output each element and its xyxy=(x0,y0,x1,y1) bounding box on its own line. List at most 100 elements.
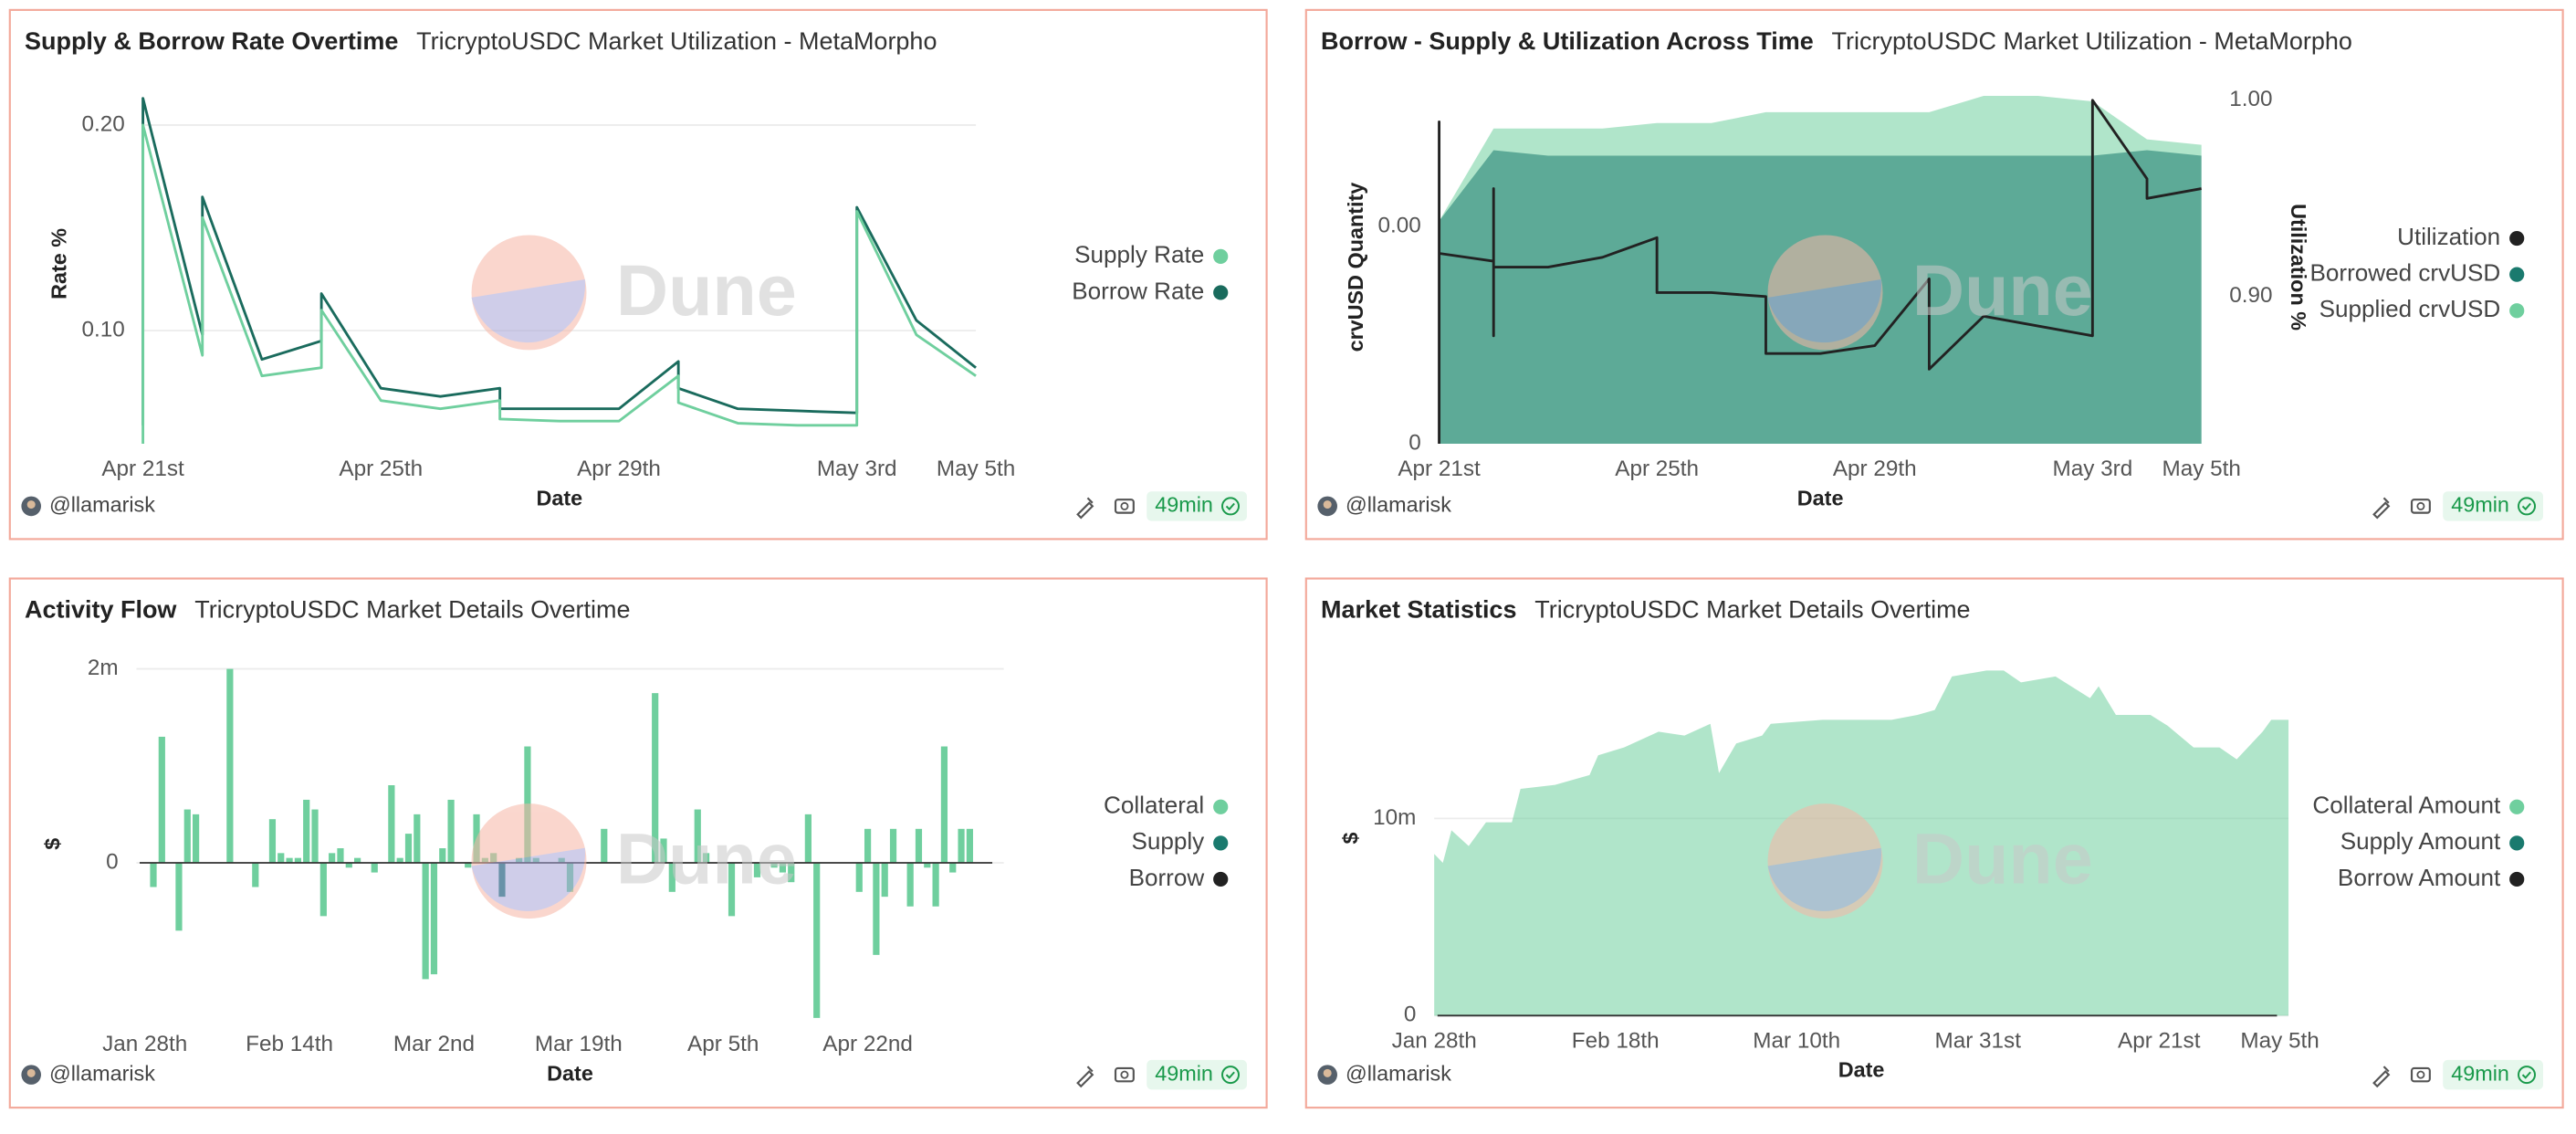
panel-frame xyxy=(8,577,1268,1109)
bar xyxy=(788,862,795,883)
bar xyxy=(958,828,965,863)
x-tick-label: Feb 18th xyxy=(1572,1029,1660,1054)
refresh-check-tick xyxy=(1225,1071,1235,1079)
y-tick-label: 0 xyxy=(106,849,119,874)
x-tick-label: Apr 21st xyxy=(101,457,184,481)
edit-icon xyxy=(2372,1066,2391,1088)
chart-subtitle: TricryptoUSDC Market Utilization - MetaM… xyxy=(416,27,937,55)
legend-label: Collateral Amount xyxy=(2312,792,2501,819)
author-name: @llamarisk xyxy=(49,1061,155,1085)
watermark-logo-slice xyxy=(471,279,586,343)
chart-panel: Supply & Borrow Rate Overtime TricryptoUS… xyxy=(8,8,1268,541)
refresh-check-tick xyxy=(1225,502,1235,511)
legend-label: Utilization xyxy=(2397,223,2500,250)
x-tick-label: Apr 25th xyxy=(1615,457,1699,481)
bar xyxy=(354,857,361,863)
edit-icon xyxy=(2372,497,2391,520)
bar xyxy=(966,828,973,863)
bar xyxy=(414,814,421,863)
legend-swatch xyxy=(1213,285,1229,300)
refresh-age: 49min xyxy=(1155,1061,1213,1085)
x-tick-label: Mar 10th xyxy=(1753,1029,1840,1054)
screenshot-icon-lens xyxy=(2416,501,2425,510)
chart-title: Borrow - Supply & Utilization Across Tim… xyxy=(1321,27,1814,55)
series-line xyxy=(141,123,977,445)
watermark: Dune xyxy=(1767,235,2093,351)
x-tick-label: May 3rd xyxy=(2053,457,2133,481)
refresh-age: 49min xyxy=(1155,493,1213,517)
bar xyxy=(311,809,319,863)
refresh-check xyxy=(1221,1066,1240,1085)
bar xyxy=(277,853,285,863)
watermark-logo-slice xyxy=(1767,279,1882,343)
bar xyxy=(753,862,761,877)
bar xyxy=(652,693,659,863)
refresh-check-tick xyxy=(2521,502,2531,511)
legend-swatch xyxy=(2509,267,2525,282)
bar xyxy=(949,862,957,873)
edit-icon xyxy=(1076,1066,1094,1088)
bar xyxy=(404,834,413,863)
bar xyxy=(388,785,395,863)
chart-panel: Market Statistics TricryptoUSDC Market De… xyxy=(1304,577,2564,1109)
screenshot-icon xyxy=(2410,499,2431,514)
refresh-check xyxy=(2518,497,2536,516)
bar xyxy=(150,862,157,887)
bar xyxy=(855,862,863,892)
bar xyxy=(804,814,812,863)
author-name: @llamarisk xyxy=(1346,1061,1451,1085)
chart-subtitle: TricryptoUSDC Market Utilization - MetaM… xyxy=(1832,27,2352,55)
watermark: Dune xyxy=(1767,803,2093,919)
edit-icon xyxy=(1076,497,1094,520)
refresh-check xyxy=(2518,1066,2536,1085)
screenshot-icon-lens xyxy=(2416,1070,2425,1079)
bar xyxy=(252,862,259,887)
legend-label: Supply Amount xyxy=(2340,827,2501,855)
bar xyxy=(660,838,667,863)
author-name: @llamarisk xyxy=(1346,493,1451,517)
y-tick-label: 0.20 xyxy=(82,111,125,136)
x-tick-label: Apr 29th xyxy=(577,457,661,481)
author-name: @llamarisk xyxy=(49,493,155,517)
bar xyxy=(906,862,914,907)
bar xyxy=(447,799,455,863)
bar xyxy=(294,857,301,863)
legend-swatch xyxy=(2509,799,2525,814)
legend-label: Supplied crvUSD xyxy=(2319,295,2501,322)
y-tick-label: 10m xyxy=(1373,805,1416,830)
chart-title: Market Statistics xyxy=(1321,596,1516,624)
bar xyxy=(396,857,403,863)
bar xyxy=(286,857,293,863)
watermark: Dune xyxy=(471,803,797,919)
y-tick-label: 0 xyxy=(1404,1003,1417,1027)
legend-swatch xyxy=(1213,835,1229,851)
screenshot-icon xyxy=(2410,1066,2431,1083)
x-tick-label: Apr 5th xyxy=(687,1032,759,1056)
chart-panel: Borrow - Supply & Utilization Across Tim… xyxy=(1304,8,2564,541)
watermark-logo-slice xyxy=(471,847,586,911)
x-tick-label: Jan 28th xyxy=(1392,1029,1477,1054)
legend-swatch xyxy=(1213,248,1229,264)
screenshot-icon-lens xyxy=(1120,501,1129,510)
y-axis-title: $ xyxy=(1338,832,1362,844)
x-tick-label: Mar 31st xyxy=(1934,1029,2021,1054)
x-tick-label: Jan 28th xyxy=(102,1032,187,1056)
screenshot-icon xyxy=(1114,1066,1135,1083)
screenshot-icon-lens xyxy=(1120,1070,1129,1079)
x-tick-label: Apr 21st xyxy=(1398,457,1481,481)
y-axis-title: Rate % xyxy=(47,228,71,299)
y-tick-label: 2m xyxy=(88,656,119,680)
watermark-text: Dune xyxy=(1912,249,2093,331)
bar xyxy=(924,862,931,868)
legend-swatch xyxy=(2509,303,2525,319)
bar xyxy=(192,814,200,863)
x-axis-title: Date xyxy=(1797,486,1844,509)
x-tick-label: Apr 29th xyxy=(1833,457,1917,481)
legend-label: Supply xyxy=(1131,827,1204,855)
watermark-text: Dune xyxy=(616,249,797,331)
legend-swatch xyxy=(1213,799,1229,814)
bar xyxy=(728,862,736,917)
y-axis-title: crvUSD Quantity xyxy=(1344,183,1367,352)
bar xyxy=(371,862,378,873)
